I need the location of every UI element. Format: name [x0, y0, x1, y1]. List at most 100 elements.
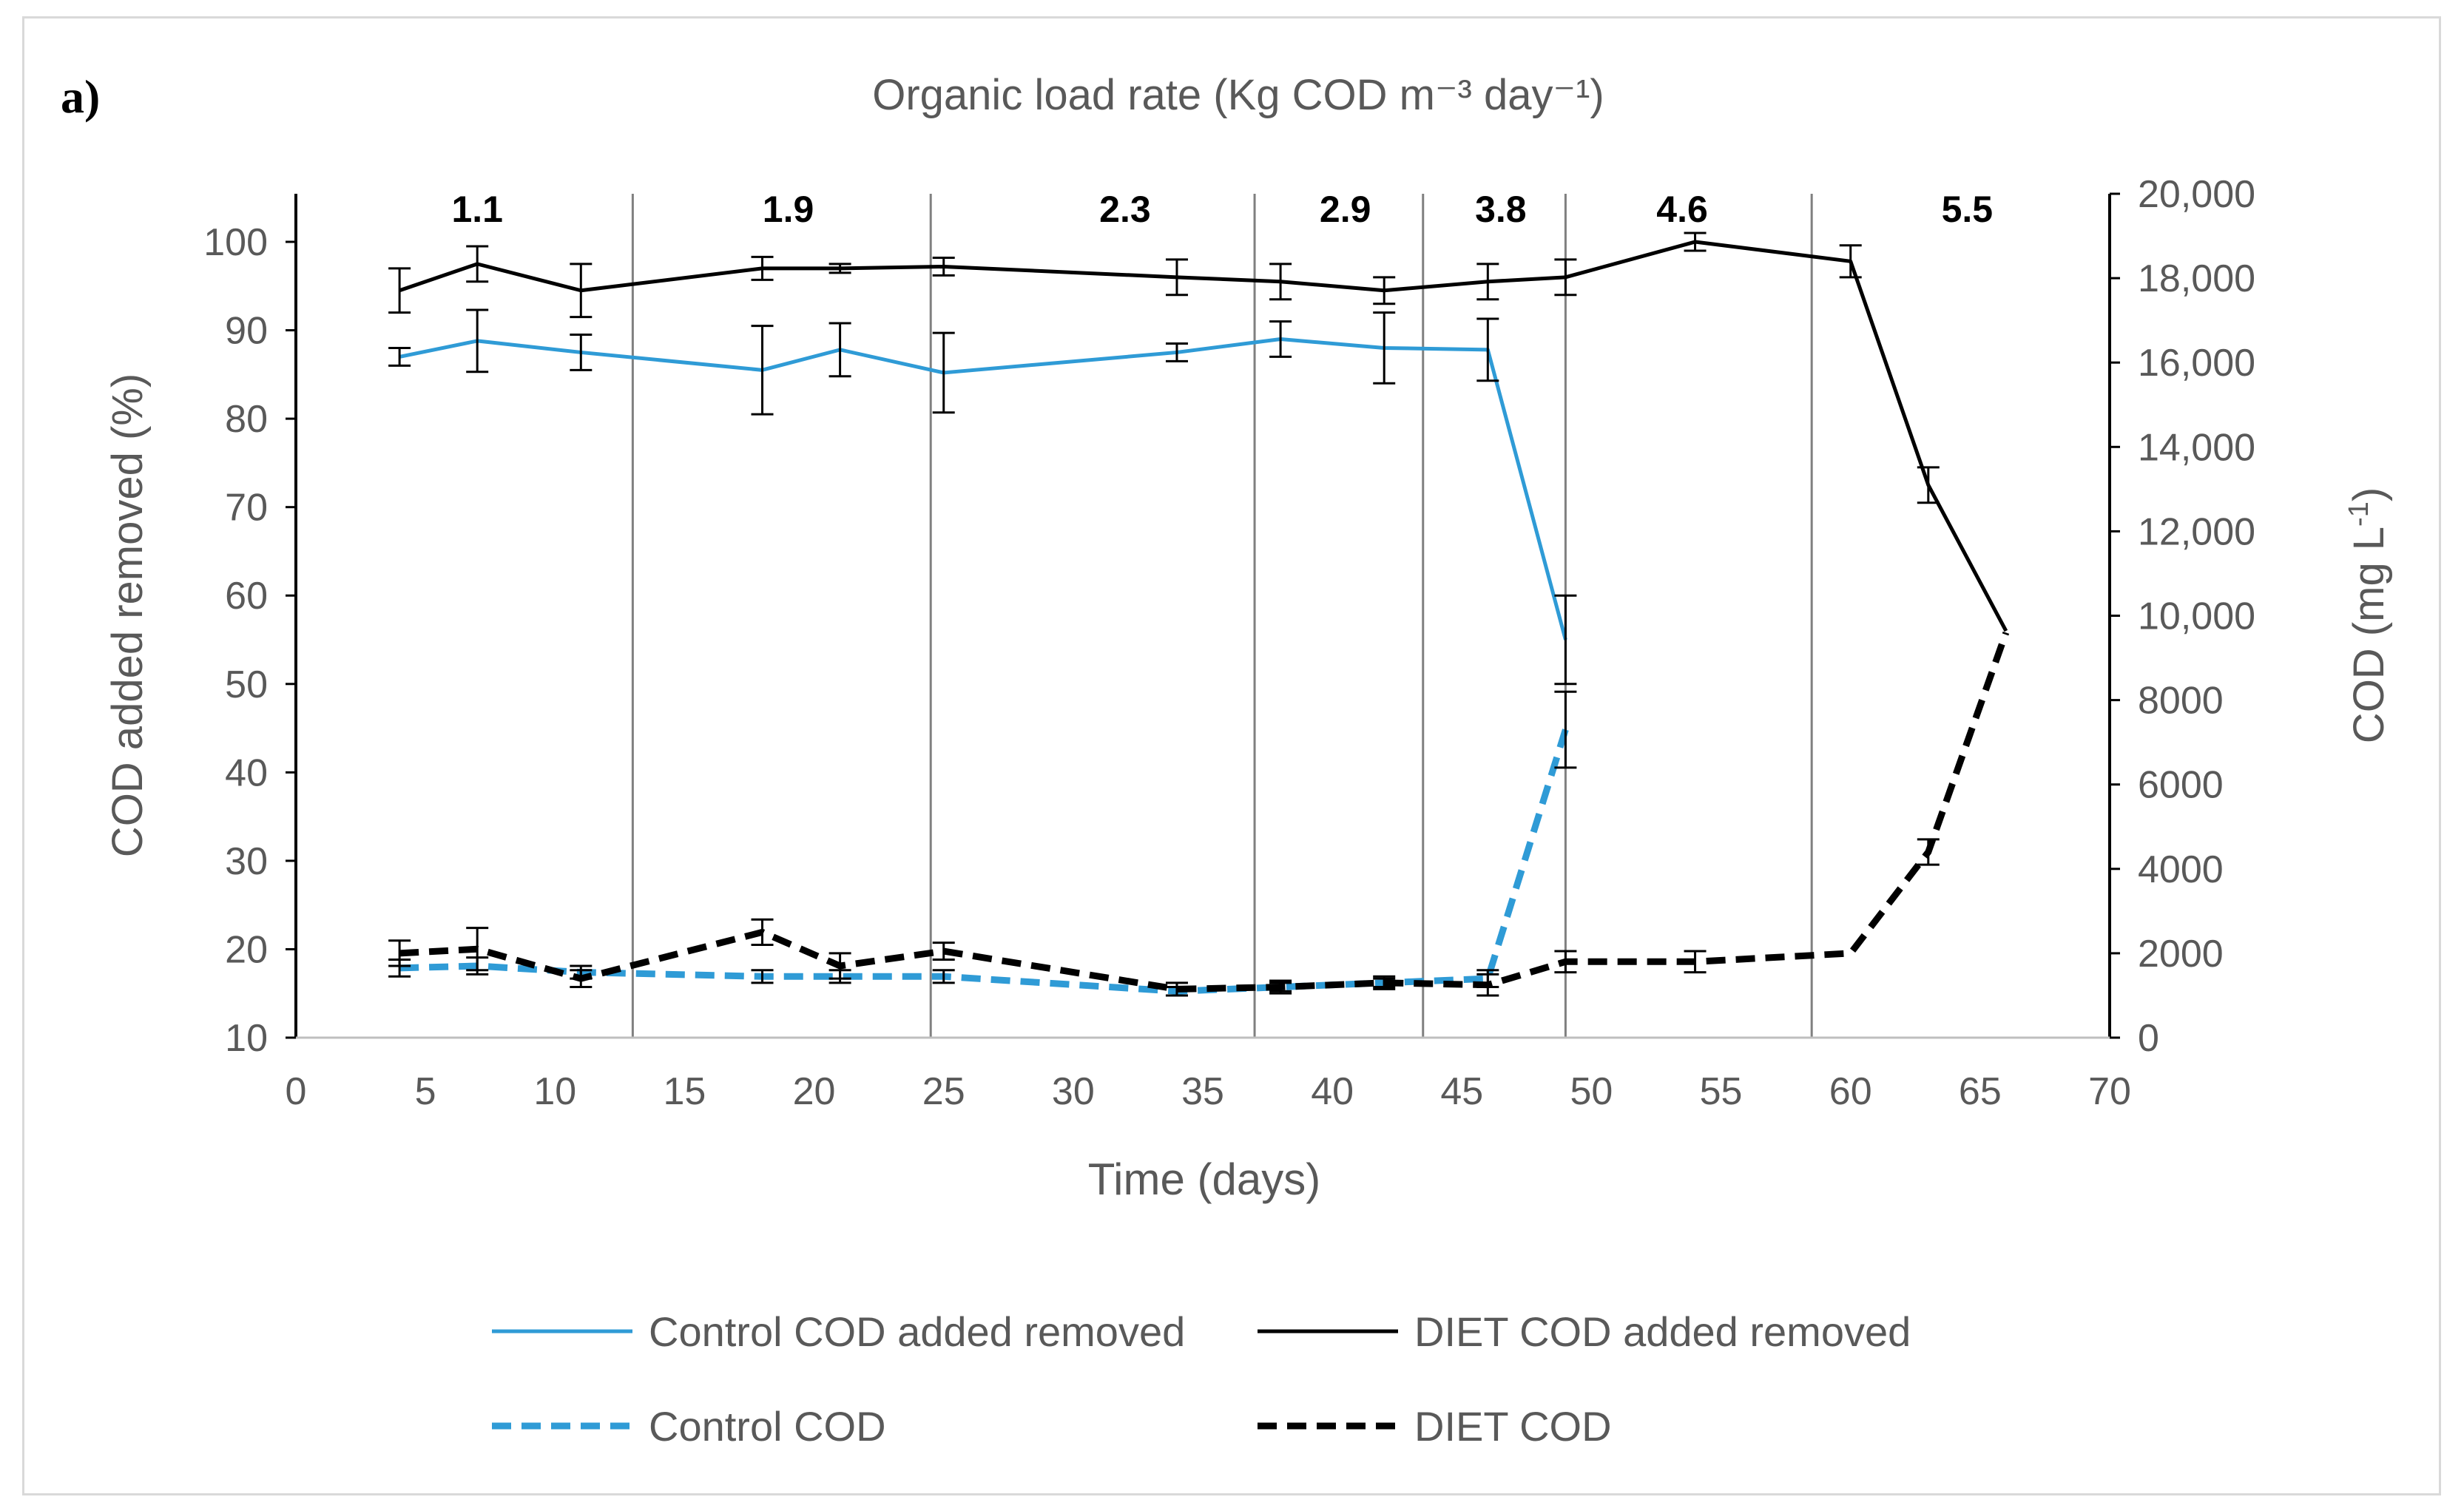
phase-label-3-8: 3.8	[1475, 189, 1527, 230]
diet-cod-added-removed-error-bar	[1373, 276, 1396, 305]
control-cod-added-removed-error-bar	[828, 322, 851, 378]
y-right-tick-label-0: 0	[2138, 1017, 2159, 1060]
control-cod-added-removed-error-bar	[932, 331, 955, 414]
diet-cod-added-removed-error-bar	[1684, 231, 1707, 252]
control-cod-added-removed-error-bar	[1373, 311, 1396, 385]
control-cod-error-bar	[1554, 690, 1577, 769]
y-left-tick-label-50: 50	[225, 663, 268, 706]
control-cod-added-removed-error-bar	[1269, 320, 1292, 358]
diet-cod-added-removed-error-bar	[1917, 466, 1940, 504]
chart-frame	[22, 16, 2441, 1495]
diet-cod-error-bar	[1476, 973, 1499, 997]
x-tick-label-5: 5	[415, 1070, 436, 1113]
y-left-tick-label-30: 30	[225, 840, 268, 883]
legend-label-diet-cod: DIET COD	[1414, 1403, 1612, 1450]
chart-title: Organic load rate (Kg COD m⁻³ day⁻¹)	[872, 71, 1604, 119]
phase-label-2-3: 2.3	[1099, 189, 1151, 230]
control-cod-added-removed-error-bar	[1554, 594, 1577, 686]
control-cod-error-bar	[932, 969, 955, 984]
x-tick-label-50: 50	[1570, 1070, 1613, 1113]
diet-cod-added-removed-error-bar	[570, 263, 593, 319]
diet-cod-error-bar	[1165, 981, 1188, 997]
x-tick-label-65: 65	[1959, 1070, 2002, 1113]
diet-cod-added-removed-error-bar	[1554, 258, 1577, 297]
x-tick-label-60: 60	[1829, 1070, 1872, 1113]
phase-label-1-1: 1.1	[451, 189, 503, 230]
diet-cod-error-bar	[1373, 975, 1396, 990]
x-tick-label-0: 0	[286, 1070, 307, 1113]
x-tick-label-35: 35	[1181, 1070, 1224, 1113]
diet-cod-error-bar	[1917, 838, 1940, 866]
phase-label-1-9: 1.9	[763, 189, 814, 230]
diet-cod-added-removed-error-bar	[828, 263, 851, 274]
diet-cod-error-bar	[751, 918, 774, 946]
diet-cod-error-bar	[1269, 979, 1292, 995]
x-axis-label: Time (days)	[1088, 1155, 1320, 1204]
diet-cod-added-removed-line	[399, 240, 2008, 632]
x-tick-label-45: 45	[1440, 1070, 1483, 1113]
y-right-axis-label: COD (mg L-1)	[2343, 487, 2393, 743]
diet-cod-added-removed-error-bar	[932, 257, 955, 277]
phase-label-2-9: 2.9	[1320, 189, 1371, 230]
diet-cod-error-bar	[388, 939, 411, 967]
x-tick-label-55: 55	[1700, 1070, 1743, 1113]
y-right-tick-label-6000: 6000	[2138, 764, 2224, 807]
y-left-tick-label-60: 60	[225, 575, 268, 618]
legend-label-control-cod: Control COD	[649, 1403, 886, 1450]
control-cod-added-removed-error-bar	[466, 308, 489, 373]
diet-cod-error-bar	[828, 952, 851, 980]
phase-label-5-5: 5.5	[1942, 189, 1994, 230]
y-left-tick-label-70: 70	[225, 487, 268, 530]
y-left-tick-label-100: 100	[203, 221, 268, 264]
diet-cod-added-removed-error-bar	[1165, 258, 1188, 297]
diet-cod-line	[399, 631, 2010, 993]
y-right-tick-label-4000: 4000	[2138, 848, 2224, 891]
legend-label-control-cod-added-removed: Control COD added removed	[649, 1308, 1185, 1355]
y-right-tick-label-20-000: 20,000	[2138, 173, 2255, 216]
diet-cod-added-removed-error-bar	[1839, 244, 1862, 279]
y-left-tick-label-90: 90	[225, 310, 268, 353]
diet-cod-added-removed-error-bar	[388, 267, 411, 314]
x-tick-label-15: 15	[664, 1070, 706, 1113]
control-cod-added-removed-error-bar	[1476, 317, 1499, 382]
legend-label-diet-cod-added-removed: DIET COD added removed	[1414, 1308, 1911, 1355]
x-tick-label-30: 30	[1052, 1070, 1095, 1113]
y-right-tick-label-2000: 2000	[2138, 933, 2224, 976]
x-tick-label-10: 10	[533, 1070, 576, 1113]
y-right-tick-label-10-000: 10,000	[2138, 595, 2255, 638]
control-cod-added-removed-error-bar	[751, 325, 774, 416]
legend-entry-control-cod-added-removed: Control COD added removed	[492, 1308, 1185, 1355]
y-left-axis-label: COD added removed (%)	[104, 373, 152, 857]
y-right-tick-label-14-000: 14,000	[2138, 426, 2255, 469]
diet-cod-added-removed-error-bar	[1476, 263, 1499, 301]
diet-cod-added-removed-error-bar	[1269, 263, 1292, 301]
phase-label-4-6: 4.6	[1656, 189, 1708, 230]
panel-label: a)	[61, 70, 100, 123]
diet-cod-error-bar	[1684, 950, 1707, 974]
control-cod-added-removed-error-bar	[388, 346, 411, 367]
y-left-tick-label-10: 10	[225, 1017, 268, 1060]
diet-cod-added-removed-error-bar	[466, 245, 489, 283]
diet-cod-error-bar	[466, 927, 489, 972]
x-tick-label-20: 20	[793, 1070, 836, 1113]
control-cod-error-bar	[751, 969, 774, 984]
x-tick-label-40: 40	[1311, 1070, 1354, 1113]
control-cod-line	[399, 729, 1569, 995]
y-left-tick-label-20: 20	[225, 928, 268, 971]
x-tick-label-25: 25	[922, 1070, 965, 1113]
y-left-tick-label-40: 40	[225, 751, 268, 794]
diet-cod-error-bar	[1554, 950, 1577, 974]
legend-entry-diet-cod: DIET COD	[1258, 1403, 1612, 1450]
y-right-tick-label-8000: 8000	[2138, 680, 2224, 723]
y-left-tick-label-80: 80	[225, 398, 268, 441]
diet-cod-error-bar	[570, 969, 593, 989]
legend-entry-control-cod: Control COD	[492, 1403, 886, 1450]
x-tick-label-70: 70	[2088, 1070, 2131, 1113]
diet-cod-error-bar	[932, 942, 955, 961]
control-cod-added-removed-error-bar	[570, 334, 593, 371]
legend-entry-diet-cod-added-removed: DIET COD added removed	[1258, 1308, 1911, 1355]
control-cod-added-removed-error-bar	[1165, 342, 1188, 362]
diet-cod-added-removed-error-bar	[751, 255, 774, 281]
y-right-tick-label-16-000: 16,000	[2138, 342, 2255, 385]
